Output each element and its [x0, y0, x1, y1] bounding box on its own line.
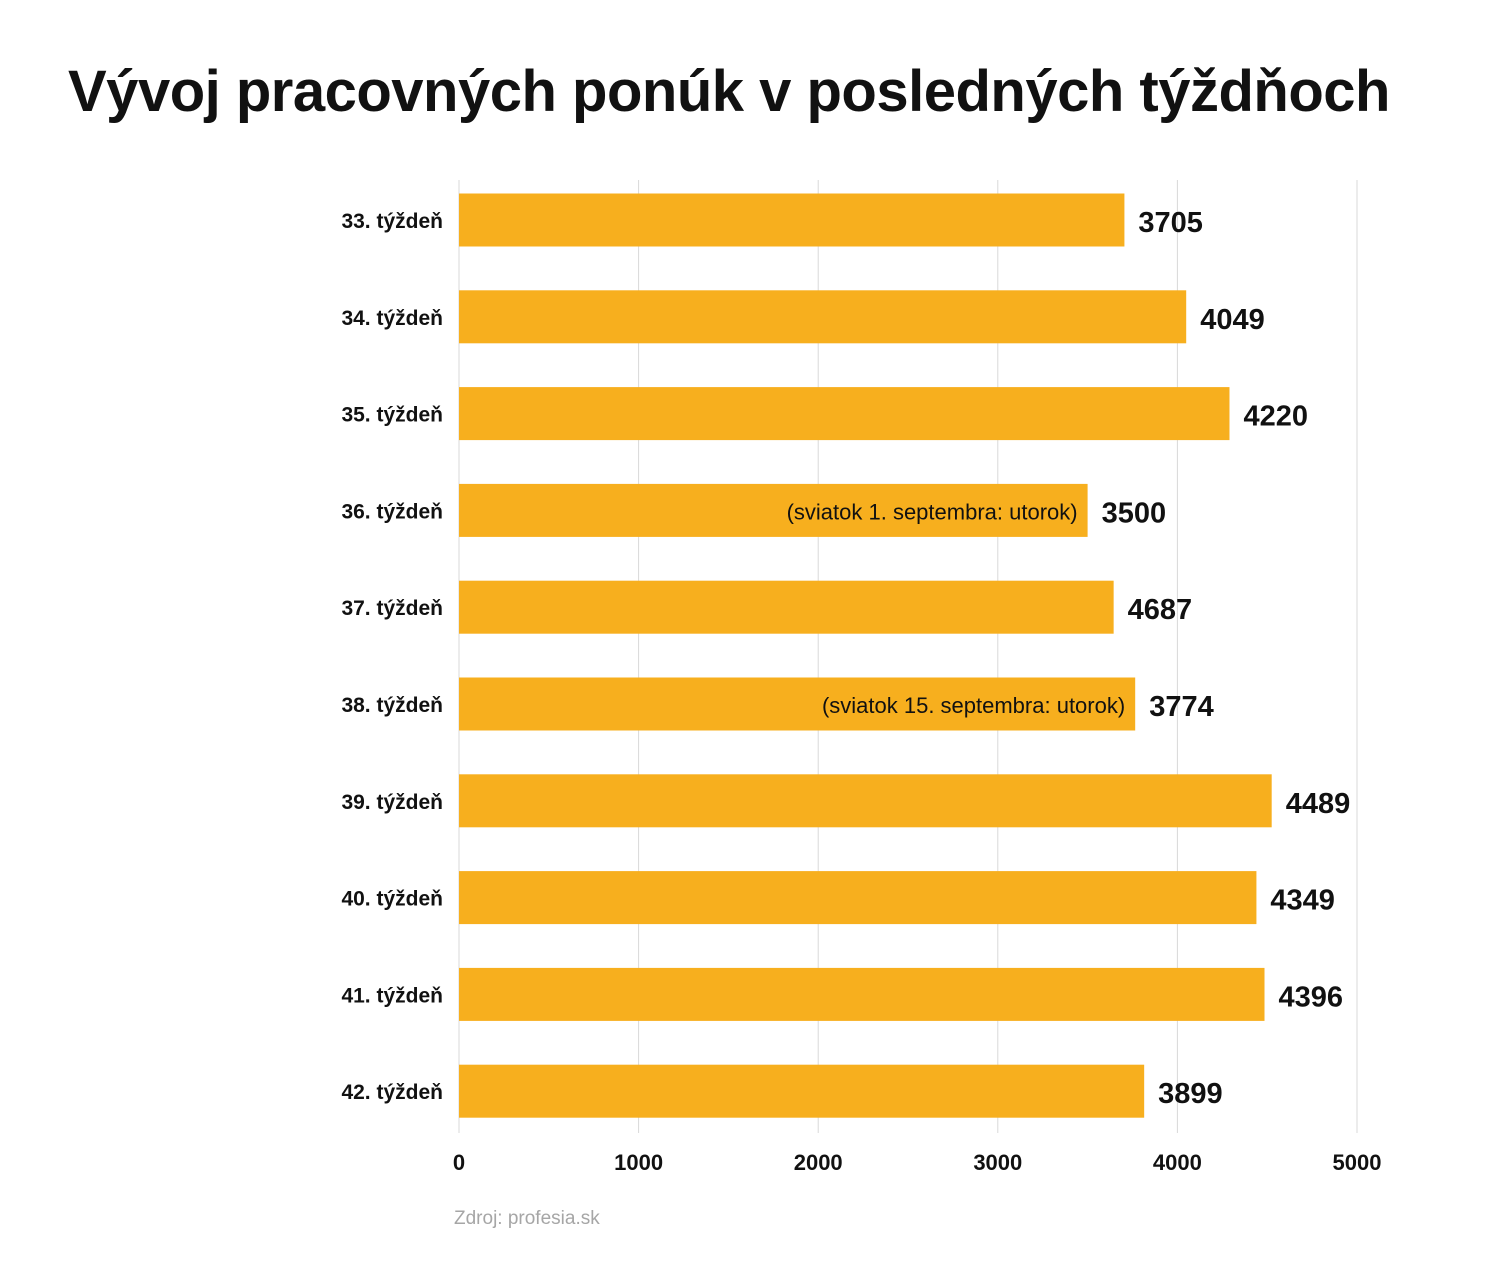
value-labels: 3705 4049 4220 3500 4687 3774 4489 4349 4396 3899: [1102, 207, 1351, 1110]
x-tick-label: 1000: [614, 1150, 663, 1175]
value-label: 4049: [1200, 304, 1265, 336]
x-tick-label: 3000: [973, 1150, 1022, 1175]
value-label: 4349: [1270, 885, 1335, 917]
category-label: 34. týždeň: [341, 307, 443, 330]
x-tick-label: 5000: [1333, 1150, 1382, 1175]
value-label: 4396: [1279, 981, 1344, 1013]
value-label: 3899: [1158, 1078, 1223, 1110]
category-label: 37. týždeň: [341, 597, 443, 620]
bar-annotations: (sviatok 1. septembra: utorok) (sviatok 1…: [787, 499, 1126, 718]
source-note: Zdroj: profesia.sk: [454, 1208, 600, 1229]
value-label: 3705: [1138, 207, 1203, 239]
bar: [459, 483, 1088, 537]
x-tick-label: 2000: [794, 1150, 843, 1175]
x-axis-tick-labels: 0 1000 2000 3000 4000 5000: [453, 1150, 1382, 1175]
x-tick-label: 0: [453, 1150, 465, 1175]
bars: [459, 193, 1272, 1118]
value-label: 4489: [1286, 788, 1351, 820]
bar: [459, 871, 1257, 925]
value-label: 3774: [1149, 691, 1214, 723]
bar: [459, 580, 1114, 634]
bar-annotation: (sviatok 1. septembra: utorok): [787, 499, 1078, 524]
chart-title: Vývoj pracovných ponúk v posledných týžd…: [68, 59, 1390, 124]
bar: [459, 290, 1187, 344]
category-label: 42. týždeň: [341, 1081, 443, 1104]
category-labels: 33. týždeň 34. týždeň 35. týždeň 36. týždeň…: [341, 210, 443, 1104]
x-tick-label: 4000: [1153, 1150, 1202, 1175]
category-label: 38. týždeň: [341, 694, 443, 717]
value-label: 3500: [1102, 497, 1167, 529]
bar: [459, 774, 1272, 828]
category-label: 39. týždeň: [341, 791, 443, 814]
bar: [459, 193, 1125, 247]
bar-annotation: (sviatok 15. septembra: utorok): [822, 693, 1125, 718]
bar: [459, 387, 1230, 441]
category-label: 36. týždeň: [341, 500, 443, 523]
bar: [459, 677, 1136, 731]
bar: [459, 1064, 1145, 1118]
bar: [459, 967, 1265, 1021]
category-label: 35. týždeň: [341, 404, 443, 427]
category-label: 41. týždeň: [341, 984, 443, 1007]
category-label: 33. týždeň: [341, 210, 443, 233]
category-label: 40. týždeň: [341, 888, 443, 911]
value-label: 4687: [1128, 594, 1193, 626]
value-label: 4220: [1243, 401, 1308, 433]
